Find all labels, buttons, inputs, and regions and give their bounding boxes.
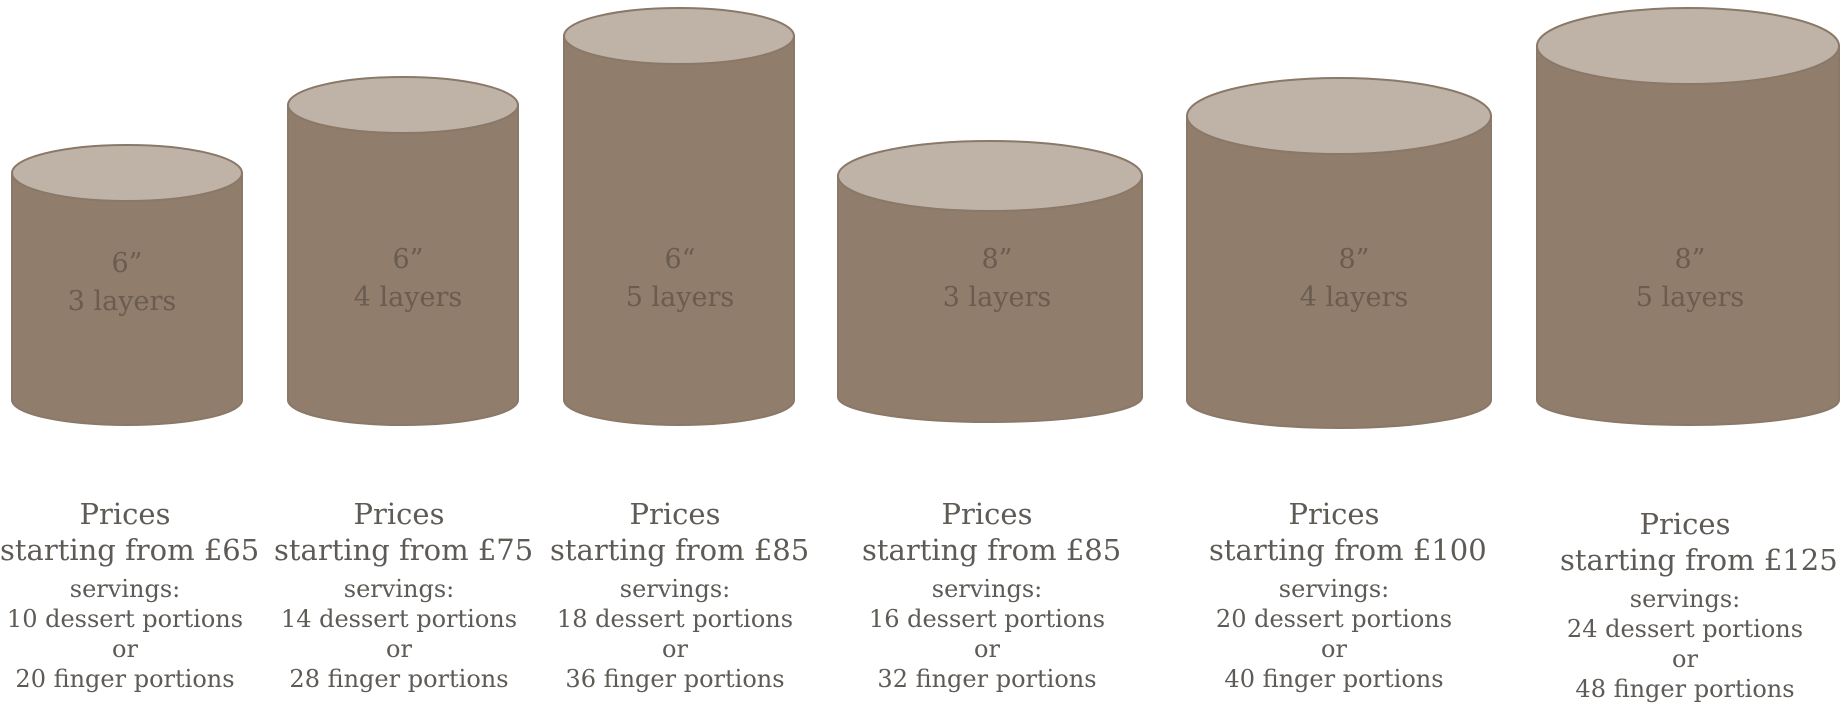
cake-info-4: Prices starting from £85 servings: 16 de… — [862, 496, 1122, 694]
or-separator: or — [662, 635, 688, 663]
price-text: starting from £65 — [0, 533, 260, 567]
finger-portions: 28 finger portions — [289, 665, 509, 693]
cake-8in-5-layers: 8” 5 layers — [1536, 7, 1840, 426]
or-separator: or — [112, 635, 138, 663]
cake-size-label: 8” — [1675, 244, 1706, 275]
finger-portions: 20 finger portions — [15, 665, 235, 693]
cake-top — [287, 76, 519, 134]
cake-body — [1536, 45, 1840, 426]
cake-8in-3-layers: 8” 3 layers — [837, 140, 1143, 423]
cake-top — [563, 7, 795, 65]
price-title: Prices — [629, 497, 721, 531]
cake-top — [11, 144, 243, 202]
servings-label: servings: — [69, 575, 181, 603]
price-title: Prices — [1288, 497, 1380, 531]
cake-8in-4-layers: 8” 4 layers — [1186, 77, 1492, 429]
servings-label: servings: — [1278, 575, 1390, 603]
cake-size-label: 6“ — [665, 244, 696, 275]
cake-size-label: 6” — [393, 244, 424, 275]
cake-layers-label: 3 layers — [68, 286, 177, 317]
or-separator: or — [1321, 635, 1347, 663]
finger-portions: 32 finger portions — [877, 665, 1097, 693]
price-text: starting from £100 — [1209, 533, 1487, 567]
cake-body — [837, 175, 1143, 423]
or-separator: or — [1672, 645, 1698, 673]
cake-body — [11, 172, 243, 426]
price-title: Prices — [1639, 507, 1731, 541]
cake-layers-label: 5 layers — [626, 282, 735, 313]
cake-info-1: Prices starting from £65 servings: 10 de… — [0, 496, 260, 694]
cake-6in-3-layers: 6” 3 layers — [11, 144, 243, 426]
servings-label: servings: — [931, 575, 1043, 603]
servings-label: servings: — [619, 575, 731, 603]
cake-layers-label: 5 layers — [1636, 282, 1745, 313]
cake-top — [1186, 77, 1492, 155]
cake-body — [287, 104, 519, 426]
price-text: starting from £85 — [550, 533, 810, 567]
servings-label: servings: — [343, 575, 455, 603]
price-text: starting from £85 — [862, 533, 1122, 567]
finger-portions: 36 finger portions — [565, 665, 785, 693]
dessert-portions: 14 dessert portions — [280, 605, 518, 633]
cake-info-6: Prices starting from £125 servings: 24 d… — [1560, 506, 1838, 704]
dessert-portions: 24 dessert portions — [1566, 615, 1804, 643]
cake-layers-label: 4 layers — [1300, 282, 1409, 313]
cake-body — [563, 35, 795, 426]
price-title: Prices — [353, 497, 445, 531]
finger-portions: 40 finger portions — [1224, 665, 1444, 693]
cake-6in-4-layers: 6” 4 layers — [287, 76, 519, 426]
or-separator: or — [974, 635, 1000, 663]
dessert-portions: 20 dessert portions — [1215, 605, 1453, 633]
dessert-portions: 16 dessert portions — [868, 605, 1106, 633]
cake-layers-label: 3 layers — [943, 282, 1052, 313]
cake-size-label: 6” — [112, 248, 143, 279]
cake-body — [1186, 115, 1492, 429]
cake-size-label: 8” — [982, 244, 1013, 275]
cake-layers-label: 4 layers — [354, 282, 463, 313]
cake-top — [1536, 7, 1840, 85]
finger-portions: 48 finger portions — [1575, 675, 1795, 703]
price-title: Prices — [941, 497, 1033, 531]
price-title: Prices — [79, 497, 171, 531]
cake-6in-5-layers: 6“ 5 layers — [563, 7, 795, 426]
cake-info-3: Prices starting from £85 servings: 18 de… — [550, 496, 810, 694]
dessert-portions: 10 dessert portions — [6, 605, 244, 633]
cake-info-5: Prices starting from £100 servings: 20 d… — [1209, 496, 1487, 694]
servings-label: servings: — [1629, 585, 1741, 613]
or-separator: or — [386, 635, 412, 663]
cake-info-2: Prices starting from £75 servings: 14 de… — [274, 496, 534, 694]
cake-size-label: 8” — [1339, 244, 1370, 275]
cake-top — [837, 140, 1143, 212]
price-text: starting from £75 — [274, 533, 534, 567]
price-text: starting from £125 — [1560, 543, 1838, 577]
dessert-portions: 18 dessert portions — [556, 605, 794, 633]
